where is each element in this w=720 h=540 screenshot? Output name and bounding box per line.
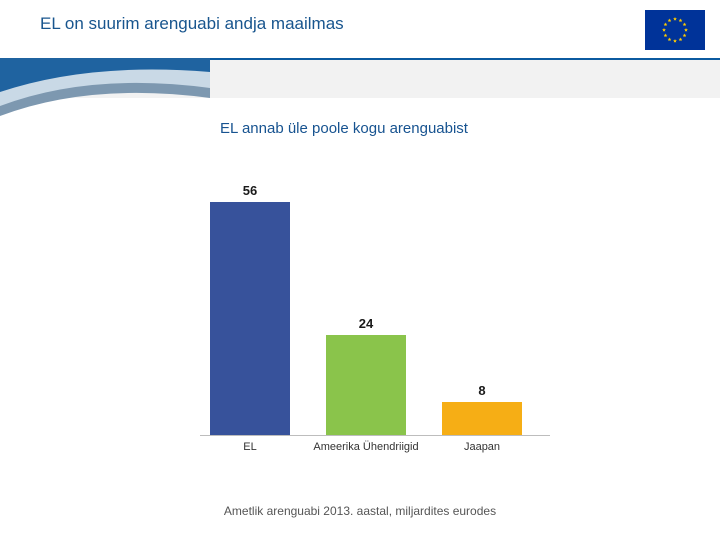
bar-value-label: 56 [210,183,290,198]
bar-category-label: Jaapan [422,441,542,454]
bar [326,335,406,435]
bar-group: 56EL [210,185,290,435]
bar-group: 8Jaapan [442,185,522,435]
swoosh-decor [0,58,210,168]
eu-stars-icon [657,12,693,48]
bar-value-label: 8 [442,383,522,398]
bar-category-label: Ameerika Ühendriigid [306,441,426,454]
eu-flag-icon [645,10,705,50]
bar-group: 24Ameerika Ühendriigid [326,185,406,435]
chart-caption: Ametlik arenguabi 2013. aastal, miljardi… [0,504,720,518]
page-title: EL on suurim arenguabi andja maailmas [40,14,344,34]
bar [442,402,522,435]
bar-category-label: EL [190,441,310,454]
bar [210,202,290,435]
header-bar: EL on suurim arenguabi andja maailmas [0,0,720,60]
bar-chart: 56EL24Ameerika Ühendriigid8Jaapan [200,160,550,470]
chart-subtitle: EL annab üle poole kogu arenguabist [220,120,468,137]
bar-value-label: 24 [326,316,406,331]
chart-baseline [200,435,550,436]
